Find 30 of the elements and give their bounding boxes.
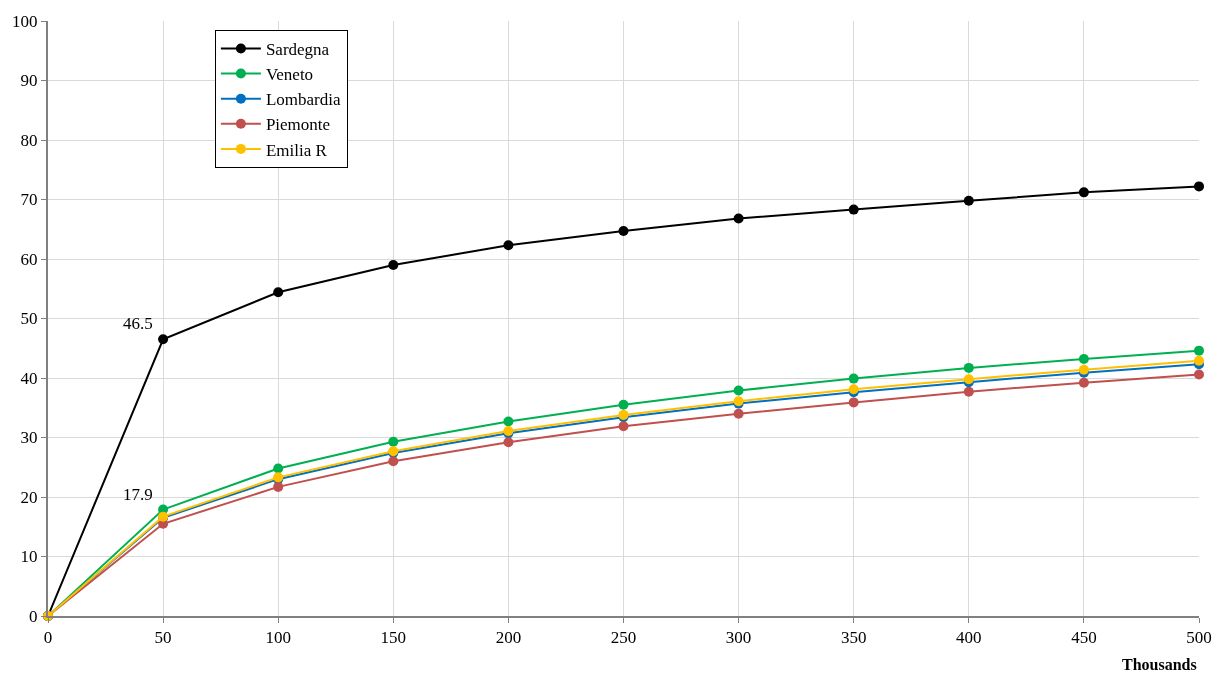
legend-label: Piemonte: [265, 115, 331, 135]
x-tick-label: 150: [380, 628, 407, 648]
y-tick-label: 70: [20, 190, 38, 210]
x-axis-title: Thousands: [1122, 656, 1197, 673]
y-tick-label: 0: [29, 606, 38, 626]
x-tick-label: 350: [840, 628, 867, 648]
x-tick-label: 100: [265, 628, 291, 648]
legend-label: Lombardia: [265, 90, 341, 110]
y-tick-label: 80: [20, 130, 38, 150]
legend-label: Veneto: [265, 65, 314, 85]
y-tick-label: 30: [20, 428, 38, 448]
x-tick-label: 400: [956, 628, 982, 648]
annotation: 17.9: [123, 485, 153, 504]
x-tick-label: 450: [1071, 628, 1097, 648]
x-tick-label: 250: [610, 628, 637, 648]
x-tick-label: 0: [43, 628, 53, 648]
legend-label: Emilia R: [265, 140, 328, 160]
x-tick-label: 50: [154, 628, 172, 648]
x-tick-label: 200: [495, 628, 522, 648]
y-tick-label: 50: [20, 309, 38, 329]
y-tick-label: 90: [20, 71, 38, 91]
y-tick-label: 10: [20, 547, 38, 567]
y-tick-label: 60: [20, 249, 38, 269]
y-tick-label: 40: [20, 368, 38, 388]
legend-label: Sardegna: [265, 40, 330, 60]
x-tick-label: 300: [725, 628, 752, 648]
y-tick-label: 100: [12, 11, 38, 31]
x-tick-label: 500: [1186, 628, 1212, 648]
annotation: 46.5: [123, 314, 153, 333]
y-tick-label: 20: [20, 487, 38, 507]
